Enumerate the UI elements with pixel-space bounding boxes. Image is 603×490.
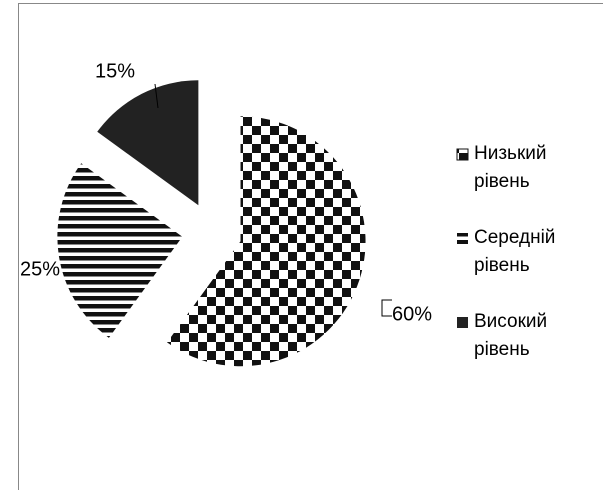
pie-slice [167, 116, 366, 367]
data-label: 15% [95, 60, 135, 82]
data-label: 60% [392, 303, 432, 325]
data-label: 25% [20, 258, 60, 280]
legend-marker [457, 317, 468, 328]
legend-label: Низький рівень [474, 143, 547, 192]
pie-slice [57, 163, 183, 338]
leader-line [154, 83, 159, 109]
legend-marker [457, 233, 468, 244]
chart-border [18, 3, 603, 490]
pie-slice [97, 80, 199, 206]
legend-label: Середній рівень [474, 227, 556, 276]
legend-label: Високий рівень [474, 311, 548, 360]
leader-line [381, 299, 392, 317]
legend-marker [456, 148, 469, 161]
